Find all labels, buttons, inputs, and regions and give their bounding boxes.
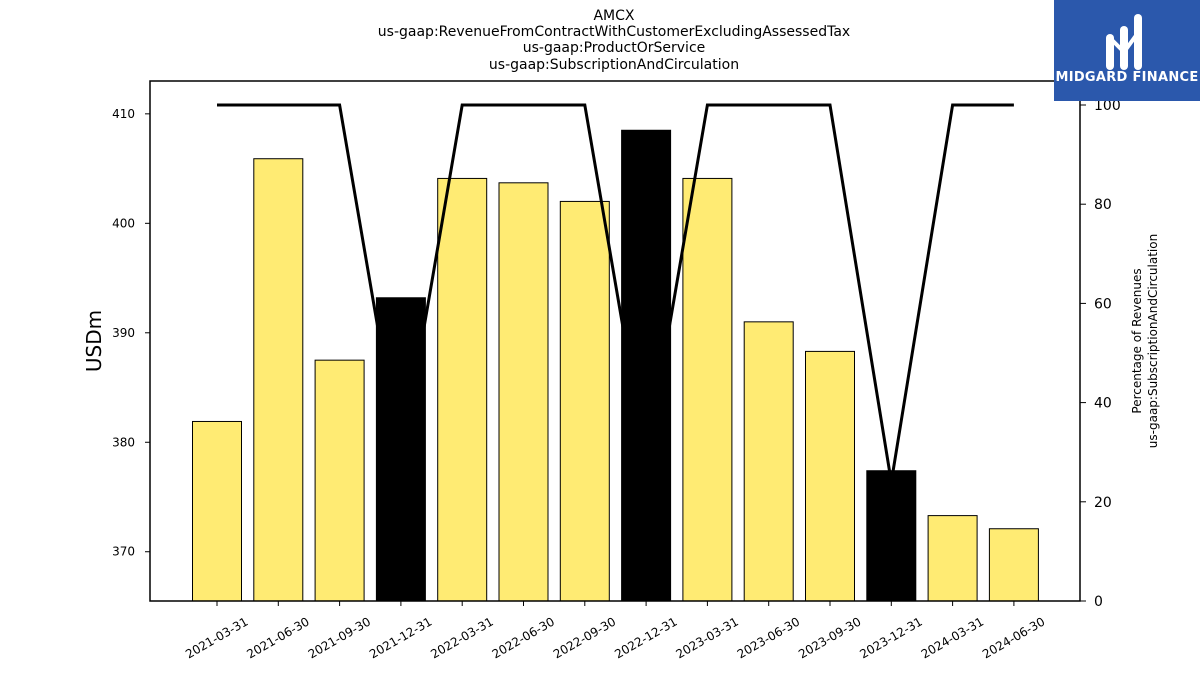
- logo-mark-icon: [1106, 14, 1142, 70]
- y-tick-label: 410: [112, 107, 135, 121]
- bar-series: [192, 129, 1039, 602]
- bar-2021-03-31: [192, 420, 242, 602]
- x-tick-label: 2021-12-31: [367, 614, 434, 661]
- x-tick-label: 2022-06-30: [490, 614, 557, 661]
- bar-2022-06-30: [498, 182, 549, 602]
- x-tick-label: 2024-03-31: [919, 614, 986, 661]
- bar-2021-06-30: [253, 158, 304, 602]
- x-tick-label: 2023-03-31: [673, 614, 740, 661]
- percentage-line: [217, 103, 1014, 483]
- y2-tick-label: 20: [1094, 495, 1112, 511]
- bar-2023-09-30: [805, 350, 855, 602]
- title-line-3: us-gaap:ProductOrService: [523, 40, 706, 56]
- title-line-4: us-gaap:SubscriptionAndCirculation: [489, 57, 739, 73]
- y2-axis-label-line-1: Percentage of Revenues: [1130, 268, 1144, 413]
- y2-axis-ticks: 0 20 40 60 80 100: [1080, 98, 1121, 610]
- bar-2024-06-30: [988, 528, 1039, 602]
- bar-2022-03-31: [437, 177, 488, 602]
- midgard-finance-logo: MIDGARD FINANCE: [1054, 0, 1200, 101]
- x-tick-label: 2022-12-31: [612, 614, 679, 661]
- bar-2023-06-30: [743, 321, 794, 602]
- y-tick-label: 400: [112, 216, 135, 230]
- plot-frame: [149, 80, 1081, 602]
- x-tick-label: 2023-09-30: [796, 614, 863, 661]
- y2-tick-label: 0: [1094, 594, 1103, 610]
- y-axis-ticks: 370 380 390 400 410: [112, 107, 150, 559]
- x-tick-label: 2021-09-30: [306, 614, 373, 661]
- x-tick-label: 2024-06-30: [980, 614, 1047, 661]
- x-tick-label: 2022-09-30: [551, 614, 618, 661]
- chart-title: AMCX us-gaap:RevenueFromContractWithCust…: [378, 8, 850, 73]
- y-tick-label: 370: [112, 545, 135, 559]
- title-line-2: us-gaap:RevenueFromContractWithCustomerE…: [378, 24, 850, 40]
- percentage-line-series: [217, 103, 1014, 483]
- bar-2021-12-31: [375, 297, 426, 602]
- bar-2022-09-30: [559, 200, 610, 602]
- logo-text: MIDGARD FINANCE: [1055, 70, 1198, 85]
- y2-axis-label-line-2: us-gaap:SubscriptionAndCirculation: [1146, 234, 1160, 448]
- x-tick-label: 2023-12-31: [857, 614, 924, 661]
- bar-2024-03-31: [927, 515, 978, 602]
- x-tick-label: 2022-03-31: [428, 614, 495, 661]
- x-axis-ticks: 2021-03-312021-06-302021-09-302021-12-31…: [183, 601, 1047, 661]
- y-tick-label: 390: [112, 326, 135, 340]
- x-tick-label: 2023-06-30: [735, 614, 802, 661]
- title-line-1: AMCX: [593, 8, 634, 24]
- y2-tick-label: 80: [1094, 197, 1112, 213]
- x-tick-label: 2021-06-30: [244, 614, 311, 661]
- bar-2023-03-31: [682, 177, 733, 602]
- y2-tick-label: 100: [1094, 98, 1121, 114]
- y-tick-label: 380: [112, 435, 135, 449]
- y2-tick-label: 40: [1094, 396, 1112, 412]
- bar-2021-09-30: [314, 359, 365, 602]
- bar-2023-12-31: [866, 470, 917, 602]
- y2-tick-label: 60: [1094, 296, 1112, 312]
- x-tick-label: 2021-03-31: [183, 614, 250, 661]
- y-axis-label: USDm: [82, 310, 106, 372]
